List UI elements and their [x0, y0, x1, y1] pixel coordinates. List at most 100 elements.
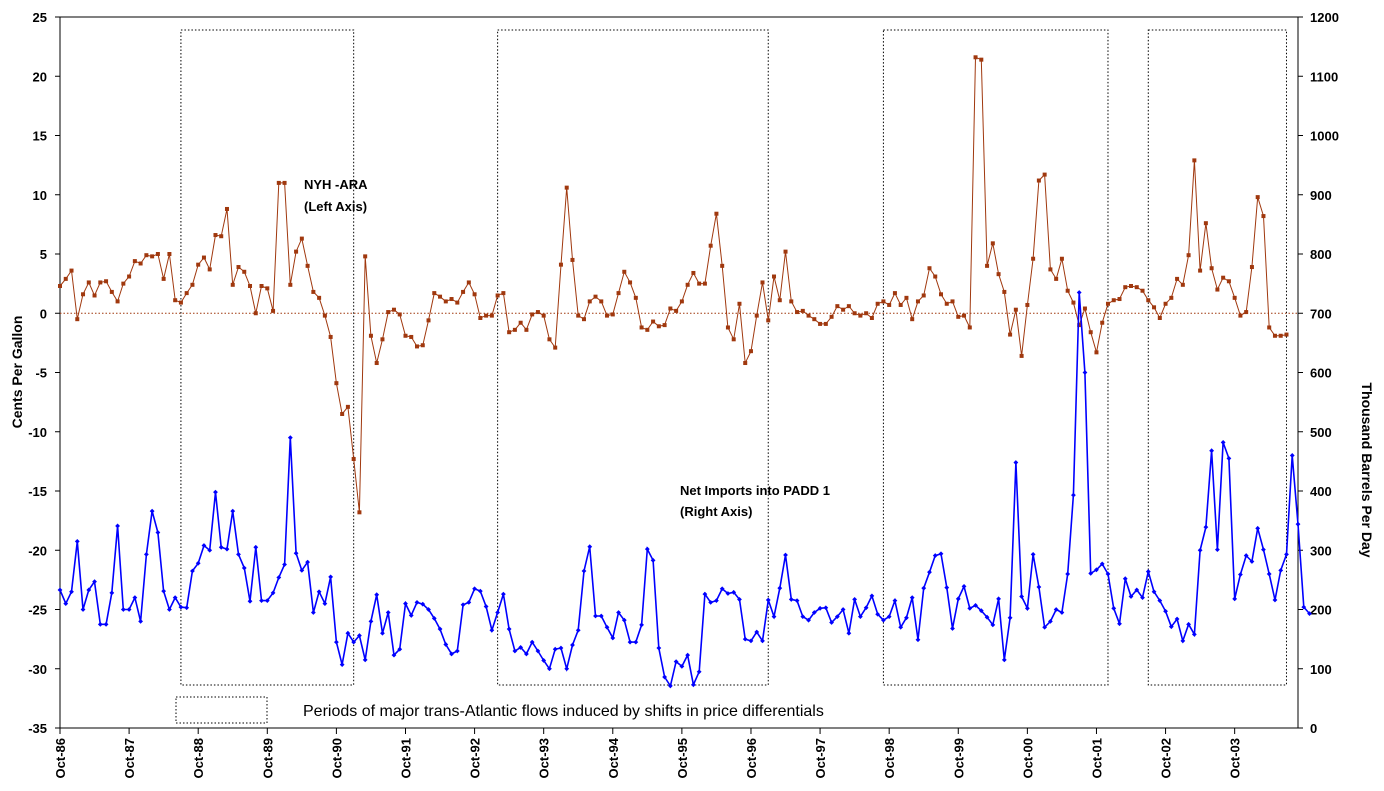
nyh-ara-point: [495, 293, 500, 298]
net-imports-point: [852, 597, 858, 602]
nyh-ara-point: [967, 325, 972, 330]
left-tick-label: 20: [33, 69, 47, 84]
net-imports-point: [990, 622, 996, 628]
nyh-ara-point: [98, 280, 103, 285]
nyh-ara-point: [576, 313, 581, 318]
nyh-ara-point: [196, 262, 201, 267]
net-imports-point: [86, 587, 92, 593]
nyh-ara-point: [478, 315, 483, 320]
nyh-ara-point: [104, 279, 109, 284]
net-imports-point: [1214, 547, 1220, 553]
nyh-ara-line: [59, 56, 1287, 513]
nyh-ara-point: [271, 308, 276, 313]
nyh-ara-point: [679, 299, 684, 304]
net-imports-point: [495, 610, 501, 615]
nyh-ara-point: [173, 298, 178, 303]
x-tick-label: Oct-94: [606, 737, 621, 778]
nyh-ara-point: [599, 299, 604, 304]
nyh-ara-point: [1031, 256, 1036, 261]
left-tick-label: -10: [28, 425, 47, 440]
nyh-ara-point: [985, 263, 990, 268]
nyh-ara-point: [461, 289, 466, 294]
net-imports-point: [1059, 610, 1065, 615]
nyh-ara-point: [449, 297, 454, 302]
net-imports-point: [978, 608, 984, 614]
net-imports-point: [1094, 567, 1099, 573]
net-imports-point: [950, 626, 955, 631]
net-imports-point: [1030, 551, 1036, 557]
nyh-ara-point: [1238, 313, 1243, 318]
net-imports-point: [1197, 547, 1203, 553]
net-imports-point: [420, 601, 426, 607]
nyh-ara-point: [639, 325, 644, 330]
nyh-ara-point: [1042, 172, 1047, 177]
net-imports-point: [783, 552, 788, 558]
net-imports-point: [143, 551, 149, 557]
nyh-ara-point: [1249, 265, 1254, 270]
net-imports-point: [195, 560, 201, 566]
net-imports-point: [886, 614, 892, 620]
nyh-ara-point: [1180, 282, 1185, 287]
net-imports-point: [92, 579, 97, 585]
x-tick-label: Oct-95: [675, 738, 690, 778]
nyh-ara-point: [1284, 332, 1289, 337]
nyh-ara-point: [1071, 300, 1076, 305]
nyh-ara-point: [420, 343, 425, 348]
right-tick-label: 0: [1310, 721, 1317, 736]
net-imports-point: [788, 597, 794, 602]
net-imports-point: [696, 669, 702, 675]
net-imports-point: [932, 553, 938, 558]
nyh-ara-point: [875, 301, 880, 306]
nyh-ara-point: [81, 292, 86, 297]
nyh-ara-point: [593, 294, 598, 299]
nyh-ara-point: [415, 344, 420, 349]
net-imports-point: [1272, 597, 1278, 603]
net-imports-point: [535, 648, 541, 654]
net-imports-point: [1307, 611, 1312, 617]
left-tick-label: -15: [28, 484, 47, 499]
nyh-ara-point: [714, 211, 719, 216]
nyh-ara-point: [259, 283, 264, 288]
nyh-ara-point: [201, 255, 206, 260]
net-imports-point: [120, 607, 126, 612]
nyh-ara-point: [127, 274, 132, 279]
nyh-ara-point: [1025, 302, 1030, 307]
net-imports-point: [587, 544, 593, 550]
nyh-ara-point: [357, 510, 362, 515]
x-tick-label: Oct-93: [537, 738, 552, 778]
left-tick-label: -5: [35, 366, 47, 381]
net-imports-point: [1174, 616, 1180, 622]
nyh-ara-point: [708, 243, 713, 248]
net-imports-point: [662, 674, 668, 680]
net-imports-point: [74, 538, 80, 544]
net-imports-point: [230, 508, 236, 514]
net-imports-point: [155, 530, 161, 535]
net-imports-point: [345, 630, 351, 636]
nyh-ara-point: [155, 252, 160, 256]
nyh-ara-point: [869, 315, 874, 320]
nyh-ara-point: [547, 337, 552, 342]
net-imports-point: [823, 605, 829, 611]
right-tick-label: 700: [1310, 306, 1332, 321]
net-imports-point: [598, 613, 604, 619]
nyh-ara-point: [438, 294, 443, 299]
nyh-ara-point: [702, 281, 707, 286]
net-imports-point: [1186, 621, 1191, 627]
nyh-ara-point: [69, 268, 74, 273]
x-tick-label: Oct-86: [53, 738, 68, 778]
left-tick-label: 15: [33, 129, 47, 144]
right-tick-label: 300: [1310, 543, 1332, 558]
nyh-ara-point: [409, 334, 414, 339]
net-imports-point: [1105, 571, 1111, 577]
nyh-ara-point: [881, 299, 886, 304]
net-imports-point: [310, 610, 316, 615]
nyh-ara-point: [132, 259, 137, 264]
x-tick-label: Oct-02: [1159, 738, 1174, 778]
net-imports-point: [264, 598, 270, 604]
net-imports-point: [547, 666, 552, 672]
net-imports-point: [190, 568, 195, 574]
nyh-ara-point: [996, 272, 1001, 277]
nyh-ara-point: [391, 307, 396, 312]
right-tick-label: 200: [1310, 603, 1332, 618]
left-tick-label: 10: [33, 188, 47, 203]
